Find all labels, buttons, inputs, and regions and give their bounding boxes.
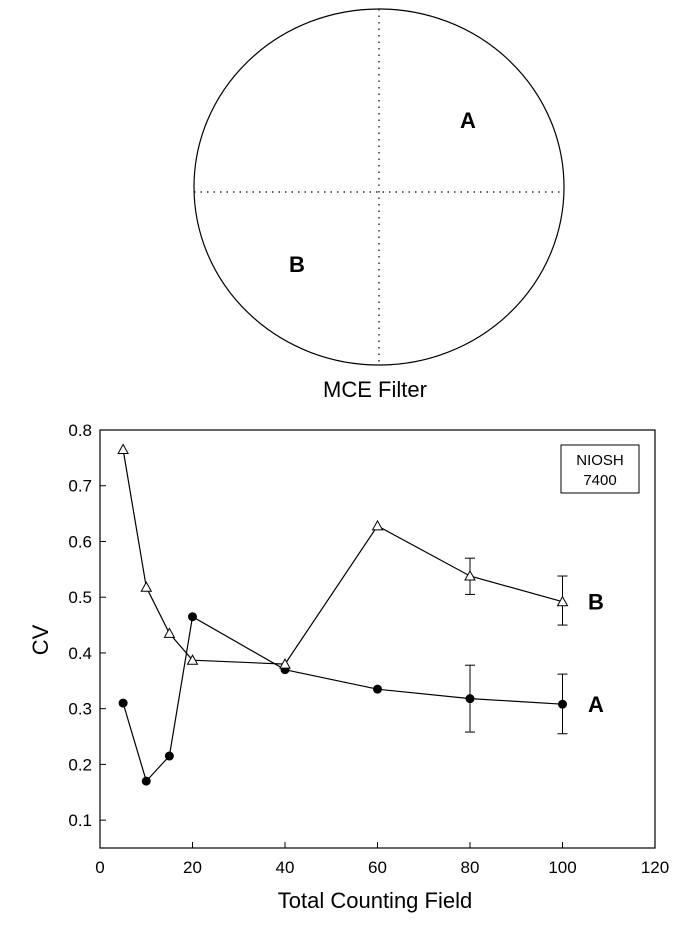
x-tick-label: 20: [183, 858, 202, 877]
y-tick-label: 0.7: [68, 477, 92, 496]
x-tick-label: 100: [548, 858, 576, 877]
filter-region-a-label: A: [460, 108, 476, 133]
series-b-point: [556, 595, 569, 607]
legend-line-1: NIOSH: [576, 452, 624, 469]
y-tick-label: 0.1: [68, 811, 92, 830]
y-tick-label: 0.6: [68, 532, 92, 551]
x-tick-label: 60: [368, 858, 387, 877]
series-b: B: [117, 443, 604, 669]
cv-chart: 0 20 40 60 80 100 120 0.1 0.2 0.3 0.4 0.5 0.6 0.7 0.8…: [28, 421, 669, 913]
series-a-point: [558, 699, 567, 709]
series-b-point: [186, 654, 199, 665]
series-b-point: [279, 658, 291, 669]
series-a-point: [141, 776, 151, 786]
filter-diagram: A B MCE Filter: [193, 8, 565, 402]
series-a-point: [118, 698, 128, 708]
series-b-point: [464, 569, 476, 581]
y-axis-ticks: 0.1 0.2 0.3 0.4 0.5 0.6 0.7 0.8: [68, 421, 106, 830]
series-a-label: A: [588, 692, 604, 717]
y-tick-label: 0.8: [68, 421, 92, 440]
series-a-point: [164, 751, 174, 761]
series-a-point: [373, 684, 382, 694]
y-tick-label: 0.4: [68, 644, 92, 663]
legend-line-2: 7400: [583, 472, 616, 489]
x-tick-label: 120: [641, 858, 669, 877]
series-a: A: [118, 612, 604, 786]
series-b-point: [117, 443, 129, 454]
x-tick-label: 0: [95, 858, 104, 877]
y-axis-title: CV: [28, 624, 53, 655]
series-a-point: [465, 694, 475, 704]
y-tick-label: 0.5: [68, 588, 92, 607]
x-tick-label: 40: [276, 858, 295, 877]
series-a-point: [188, 612, 197, 622]
x-axis-title: Total Counting Field: [278, 888, 472, 913]
series-b-point: [163, 627, 176, 638]
series-b-line: [122, 449, 563, 665]
legend-frame: [560, 444, 640, 494]
y-tick-label: 0.2: [68, 755, 92, 774]
series-b-point: [140, 581, 153, 592]
filter-caption: MCE Filter: [323, 377, 427, 402]
series-layer: AB: [117, 443, 604, 786]
legend-box: NIOSH 7400: [560, 444, 640, 494]
x-tick-label: 80: [461, 858, 480, 877]
series-a-line: [122, 615, 563, 783]
series-b-point: [371, 519, 384, 531]
y-tick-label: 0.3: [68, 700, 92, 719]
filter-region-b-label: B: [289, 252, 305, 277]
series-b-label: B: [588, 590, 604, 615]
x-axis-ticks: 0 20 40 60 80 100 120: [95, 842, 669, 877]
